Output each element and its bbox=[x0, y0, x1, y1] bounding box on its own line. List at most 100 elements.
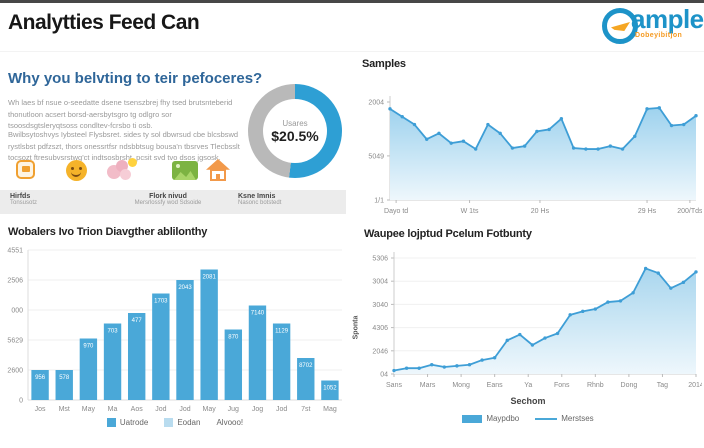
legend-item[interactable]: Uatrode bbox=[106, 418, 148, 427]
svg-text:2600: 2600 bbox=[7, 368, 23, 375]
bar-chart-legend: Uatrode Eodan Alvooo! bbox=[2, 418, 348, 427]
donut-center: Usares $20.5% bbox=[263, 99, 327, 163]
brand-swoosh-icon bbox=[611, 22, 630, 31]
svg-text:5306: 5306 bbox=[372, 256, 388, 263]
svg-text:Ma: Ma bbox=[108, 406, 118, 413]
page-title: Analytties Feed Can bbox=[8, 11, 200, 34]
bar-chart-title: Wobalers Ivo Trion Diavgther ablilonthy bbox=[8, 226, 208, 238]
svg-text:2043: 2043 bbox=[178, 285, 192, 291]
gallery-icon bbox=[172, 161, 198, 180]
svg-text:870: 870 bbox=[228, 335, 239, 341]
monthly-bar-chart[interactable]: 4551 2506 000 5629 2600 0 956 Jos 578 Mst 970 May 70… bbox=[2, 244, 348, 416]
svg-text:Eans: Eans bbox=[487, 382, 503, 389]
strip-item: Flork nivud Mersrlossfy wod Sdsoide bbox=[108, 193, 228, 206]
ideas-icon bbox=[104, 157, 138, 185]
feature-label-strip: Hirfds Tonsusotz Flork nivud Mersrlossfy… bbox=[0, 190, 346, 214]
legend-item[interactable]: Merstses bbox=[535, 414, 594, 423]
svg-text:5629: 5629 bbox=[7, 338, 23, 345]
svg-text:Mong: Mong bbox=[452, 382, 470, 389]
legend-item[interactable]: Alvooo! bbox=[216, 418, 244, 427]
svg-text:1129: 1129 bbox=[275, 329, 289, 335]
svg-text:5049: 5049 bbox=[368, 153, 384, 160]
svg-text:956: 956 bbox=[35, 375, 46, 381]
svg-text:578: 578 bbox=[59, 375, 70, 381]
svg-text:200/Tds: 200/Tds bbox=[677, 208, 702, 215]
svg-text:20 Hs: 20 Hs bbox=[531, 208, 550, 215]
svg-text:Jod: Jod bbox=[276, 406, 287, 413]
area-chart-title: Waupee lojptud Pcelum Fotbunty bbox=[364, 228, 532, 240]
svg-text:Mst: Mst bbox=[59, 406, 70, 413]
svg-text:29 Hs: 29 Hs bbox=[638, 208, 657, 215]
svg-text:4551: 4551 bbox=[7, 248, 23, 255]
svg-text:2081: 2081 bbox=[202, 275, 216, 281]
svg-text:000: 000 bbox=[11, 308, 23, 315]
svg-text:4306: 4306 bbox=[372, 325, 388, 332]
donut-label: Usares bbox=[282, 118, 308, 128]
svg-text:2014: 2014 bbox=[688, 382, 702, 389]
svg-text:Rhnb: Rhnb bbox=[587, 382, 604, 389]
svg-text:Jod: Jod bbox=[155, 406, 166, 413]
legend-item[interactable]: Maypdbo bbox=[462, 414, 519, 423]
svg-text:04: 04 bbox=[380, 372, 388, 379]
svg-text:7140: 7140 bbox=[251, 311, 265, 317]
intro-paragraph-2: Bwilbsytoshvys Iybsteel Flysbsret. sides… bbox=[8, 130, 240, 163]
strip-item: Ksne Imnis Nasonc botstedt bbox=[238, 193, 281, 206]
area-chart-legend: Maypdbo Merstses bbox=[352, 414, 704, 423]
samples-chart-title: Samples bbox=[362, 58, 406, 70]
brand-logo[interactable]: ample Dobeyibitjon bbox=[602, 3, 704, 49]
svg-text:Aos: Aos bbox=[131, 406, 144, 413]
svg-text:3040: 3040 bbox=[372, 302, 388, 309]
svg-text:2506: 2506 bbox=[7, 278, 23, 285]
intro-heading: Why you belvting to teir pefoceres? bbox=[8, 70, 263, 87]
svg-text:Ya: Ya bbox=[524, 382, 532, 389]
intro-paragraph-1: Wh laes bf nsue o-seedatte dsene tsenszb… bbox=[8, 98, 233, 131]
svg-text:Dong: Dong bbox=[621, 382, 638, 389]
svg-text:970: 970 bbox=[83, 344, 94, 350]
svg-text:2046: 2046 bbox=[372, 348, 388, 355]
svg-text:Fons: Fons bbox=[554, 382, 570, 389]
strip-item-subtitle: Mersrlossfy wod Sdsoide bbox=[134, 200, 202, 206]
strip-item-title: Flork nivud bbox=[149, 193, 187, 200]
donut-value: $20.5% bbox=[271, 127, 319, 144]
strip-item-title: Ksne Imnis bbox=[238, 193, 276, 200]
strip-item: Hirfds Tonsusotz bbox=[10, 193, 37, 206]
legend-item[interactable]: Eodan bbox=[164, 418, 200, 427]
svg-text:7st: 7st bbox=[301, 406, 310, 413]
svg-text:Jug: Jug bbox=[228, 406, 239, 413]
svg-text:Jos: Jos bbox=[35, 406, 46, 413]
brand-logo-icon bbox=[602, 8, 638, 44]
area-chart-xlabel: Sechom bbox=[510, 396, 546, 406]
trend-area-chart-panel: Waupee lojptud Pcelum Fotbunty Sponta 53… bbox=[352, 224, 704, 448]
feature-icon-row bbox=[0, 157, 346, 189]
svg-text:Mag: Mag bbox=[323, 406, 337, 413]
svg-text:0: 0 bbox=[19, 398, 23, 405]
svg-text:477: 477 bbox=[132, 318, 143, 324]
svg-text:Tag: Tag bbox=[657, 382, 668, 389]
card-icon bbox=[16, 160, 35, 179]
smiley-icon bbox=[66, 160, 87, 181]
svg-text:3004: 3004 bbox=[372, 279, 388, 286]
monthly-bar-chart-panel: Wobalers Ivo Trion Diavgther ablilonthy … bbox=[2, 224, 350, 448]
trend-area-chart[interactable]: 5306 3004 3040 4306 2046 04 Sans Mars Mong Eans Ya… bbox=[358, 248, 702, 398]
window-top-edge bbox=[0, 0, 704, 3]
svg-text:May: May bbox=[203, 406, 217, 413]
svg-text:8702: 8702 bbox=[299, 363, 313, 369]
svg-text:Jog: Jog bbox=[252, 406, 263, 413]
users-donut-chart[interactable]: Usares $20.5% bbox=[248, 84, 342, 178]
home-icon bbox=[206, 159, 230, 183]
strip-item-subtitle: Tonsusotz bbox=[10, 200, 38, 206]
samples-chart-panel: Samples 2004 5049 1/1 Dayo td W 1ts 20 Hs 29 H… bbox=[352, 52, 704, 220]
svg-text:May: May bbox=[82, 406, 96, 413]
svg-text:1/1: 1/1 bbox=[374, 198, 384, 205]
brand-name: ample bbox=[631, 4, 704, 34]
svg-text:1052: 1052 bbox=[323, 386, 337, 392]
svg-text:W 1ts: W 1ts bbox=[461, 208, 479, 215]
svg-text:2004: 2004 bbox=[368, 100, 384, 107]
header: Analytties Feed Can ample Dobeyibitjon bbox=[0, 3, 704, 52]
svg-text:1703: 1703 bbox=[154, 299, 168, 305]
svg-text:Mars: Mars bbox=[420, 382, 436, 389]
svg-text:Jod: Jod bbox=[179, 406, 190, 413]
svg-text:Sans: Sans bbox=[386, 382, 402, 389]
